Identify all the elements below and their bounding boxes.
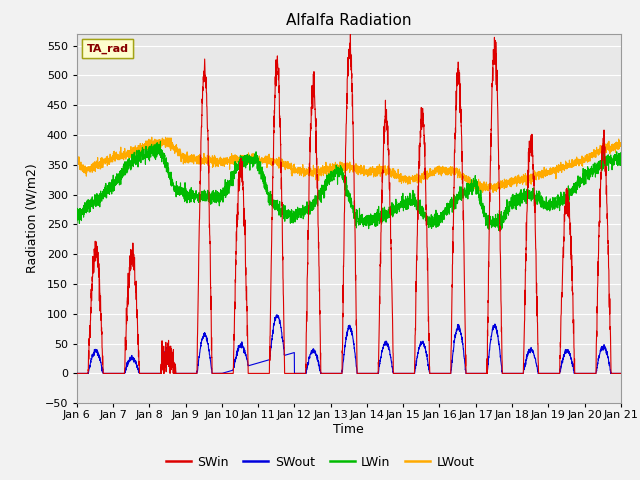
- LWout: [73, 159, 81, 165]
- SWout: [412, 363, 419, 369]
- SWin: [402, 371, 410, 376]
- Line: SWout: SWout: [77, 315, 621, 373]
- LWout: [617, 140, 625, 145]
- SWin: [346, 32, 354, 37]
- LWout: [402, 174, 410, 180]
- LWin: [495, 228, 502, 233]
- SWin: [189, 371, 197, 376]
- Legend: SWin, SWout, LWin, LWout: SWin, SWout, LWin, LWout: [161, 451, 479, 474]
- LWout: [225, 160, 233, 166]
- LWout: [617, 142, 625, 148]
- SWin: [565, 216, 573, 221]
- SWin: [412, 325, 419, 331]
- LWout: [189, 157, 197, 163]
- X-axis label: Time: Time: [333, 423, 364, 436]
- LWout: [148, 134, 156, 140]
- SWout: [225, 369, 232, 374]
- SWout: [189, 371, 197, 376]
- SWin: [73, 371, 81, 376]
- LWin: [412, 200, 419, 205]
- SWout: [402, 371, 410, 376]
- Legend: TA_rad: TA_rad: [83, 39, 133, 58]
- LWin: [402, 206, 410, 212]
- LWin: [225, 191, 233, 196]
- LWout: [412, 177, 419, 183]
- Title: Alfalfa Radiation: Alfalfa Radiation: [286, 13, 412, 28]
- LWin: [617, 150, 625, 156]
- SWin: [225, 371, 232, 376]
- LWin: [73, 219, 81, 225]
- Line: LWout: LWout: [77, 137, 621, 192]
- SWout: [617, 371, 625, 376]
- SWout: [73, 371, 81, 376]
- Y-axis label: Radiation (W/m2): Radiation (W/m2): [26, 164, 39, 273]
- SWout: [617, 371, 625, 376]
- LWout: [566, 157, 573, 163]
- LWout: [489, 190, 497, 195]
- Line: LWin: LWin: [77, 141, 621, 230]
- SWout: [565, 349, 573, 355]
- LWin: [617, 162, 625, 168]
- LWin: [566, 192, 573, 198]
- SWin: [617, 371, 625, 376]
- LWin: [189, 195, 197, 201]
- LWin: [157, 138, 164, 144]
- SWin: [617, 371, 625, 376]
- Line: SWin: SWin: [77, 35, 621, 373]
- SWout: [273, 312, 281, 318]
